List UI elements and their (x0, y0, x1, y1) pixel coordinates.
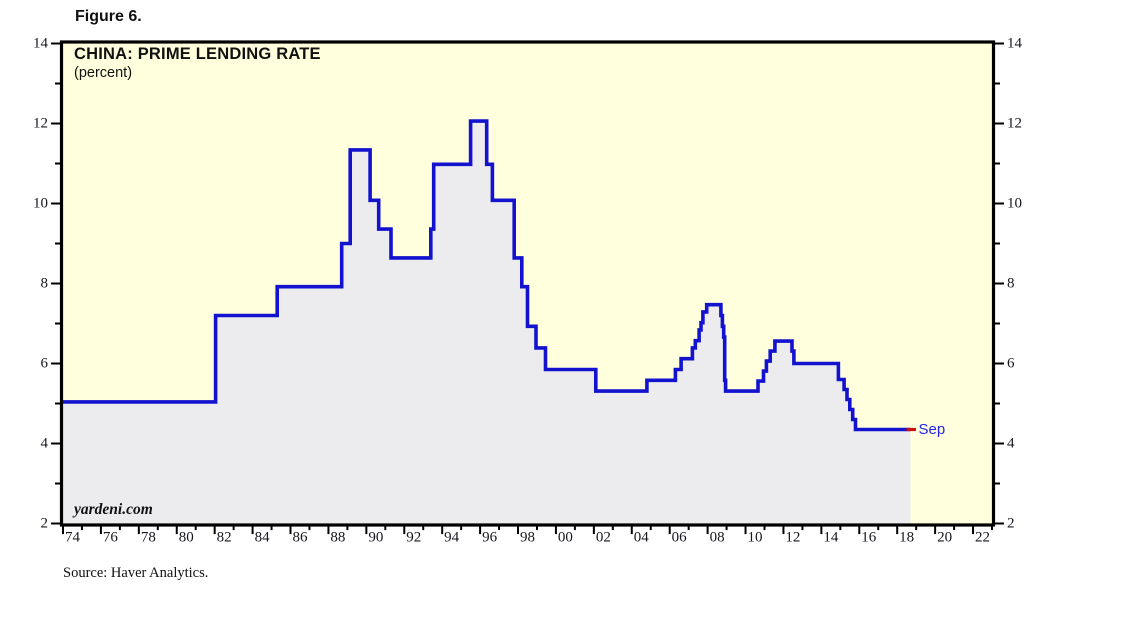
x-tick-label: 18 (899, 530, 914, 546)
x-tick-label: 10 (748, 530, 763, 546)
y-tick-label-right: 4 (1007, 436, 1015, 452)
source-note: Source: Haver Analytics. (63, 565, 209, 581)
x-tick-label: 80 (179, 530, 194, 546)
x-tick-label: 76 (103, 530, 119, 546)
x-tick-label: 22 (975, 530, 990, 546)
x-tick-label: 88 (330, 530, 345, 546)
y-tick-label-right: 14 (1007, 36, 1023, 52)
y-tick-label-left: 12 (33, 116, 48, 132)
y-tick-label-right: 12 (1007, 116, 1022, 132)
x-tick-label: 14 (823, 530, 839, 546)
x-tick-label: 16 (861, 530, 877, 546)
y-tick-label-right: 10 (1007, 196, 1022, 212)
figure-label: Figure 6. (75, 8, 142, 25)
x-tick-label: 08 (710, 530, 725, 546)
y-tick-label-right: 8 (1007, 276, 1015, 292)
rate-step-line (63, 119, 911, 432)
x-tick-label: 90 (368, 530, 383, 546)
x-tick-label: 74 (65, 530, 81, 546)
x-tick-label: 98 (520, 530, 535, 546)
x-tick-label: 94 (444, 530, 460, 546)
x-tick-label: 96 (482, 530, 498, 546)
latest-point-label: Sep (918, 420, 946, 438)
area-fill (63, 121, 911, 524)
x-tick-label: 04 (634, 530, 650, 546)
x-tick-label: 12 (785, 530, 800, 546)
x-tick-label: 20 (937, 530, 952, 546)
y-tick-label-left: 14 (33, 36, 49, 52)
x-tick-label: 92 (406, 530, 421, 546)
x-tick-label: 84 (255, 530, 271, 546)
chart-subtitle: (percent) (74, 65, 133, 81)
x-tick-label: 06 (672, 530, 688, 546)
y-tick-label-right: 6 (1007, 356, 1015, 372)
chart-title: CHINA: PRIME LENDING RATE (74, 45, 321, 63)
plot-frame (59, 40, 996, 527)
x-tick-label: 02 (596, 530, 611, 546)
x-tick-label: 82 (217, 530, 232, 546)
x-tick-label: 00 (558, 530, 573, 546)
y-tick-label-left: 8 (41, 276, 49, 292)
y-tick-label-left: 4 (41, 436, 49, 452)
y-tick-label-left: 2 (41, 516, 49, 532)
y-tick-label-left: 10 (33, 196, 48, 212)
x-tick-label: 78 (141, 530, 156, 546)
watermark-yardeni: yardeni.com (74, 501, 153, 518)
y-tick-label-left: 6 (41, 356, 49, 372)
y-tick-label-right: 2 (1007, 516, 1015, 532)
x-tick-label: 86 (292, 530, 308, 546)
